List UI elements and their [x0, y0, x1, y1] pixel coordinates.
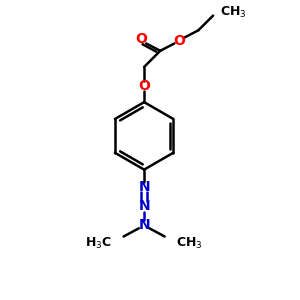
Text: O: O [173, 34, 185, 47]
Text: N: N [138, 218, 150, 232]
Text: H$_3$C: H$_3$C [85, 236, 112, 250]
Text: N: N [138, 180, 150, 194]
Text: CH$_3$: CH$_3$ [176, 236, 203, 250]
Text: O: O [138, 79, 150, 93]
Text: O: O [135, 32, 147, 46]
Text: N: N [138, 199, 150, 213]
Text: CH$_3$: CH$_3$ [220, 4, 246, 20]
